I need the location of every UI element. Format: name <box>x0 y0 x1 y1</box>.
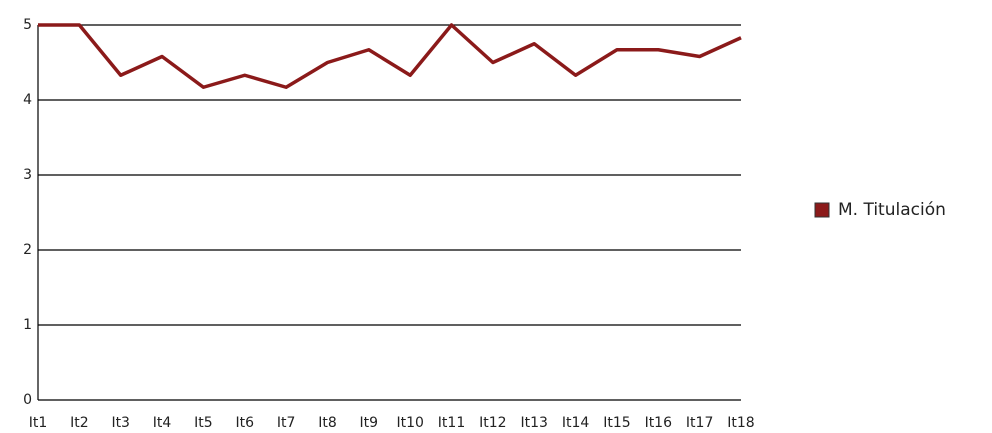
x-tick-label: It8 <box>318 415 337 431</box>
x-tick-label: It1 <box>29 415 48 431</box>
x-tick-label: It7 <box>277 415 296 431</box>
x-tick-label: It5 <box>194 415 213 431</box>
x-tick-label: It13 <box>521 415 548 431</box>
series-line <box>38 23 742 89</box>
x-tick-label: It6 <box>235 415 254 431</box>
x-tick-label: It14 <box>562 415 590 431</box>
x-tick-label: It17 <box>686 415 713 431</box>
y-tick-label: 4 <box>23 92 32 108</box>
x-tick-label: It16 <box>645 415 673 431</box>
x-tick-label: It11 <box>438 415 465 431</box>
x-tick-label: It12 <box>479 415 506 431</box>
x-tick-label: It15 <box>603 415 630 431</box>
x-tick-label: It18 <box>727 415 754 431</box>
y-tick-label: 5 <box>23 17 32 33</box>
x-tick-label: It10 <box>396 415 423 431</box>
y-tick-label: 3 <box>23 167 32 183</box>
y-tick-label: 0 <box>23 392 32 408</box>
legend-label: M. Titulación <box>838 200 946 220</box>
y-tick-label: 2 <box>23 242 32 258</box>
y-tick-label: 1 <box>23 317 32 333</box>
x-tick-label: It4 <box>153 415 172 431</box>
x-tick-label: It9 <box>360 415 379 431</box>
x-tick-label: It2 <box>70 415 89 431</box>
legend-swatch <box>814 202 830 218</box>
x-tick-label: It3 <box>111 415 130 431</box>
